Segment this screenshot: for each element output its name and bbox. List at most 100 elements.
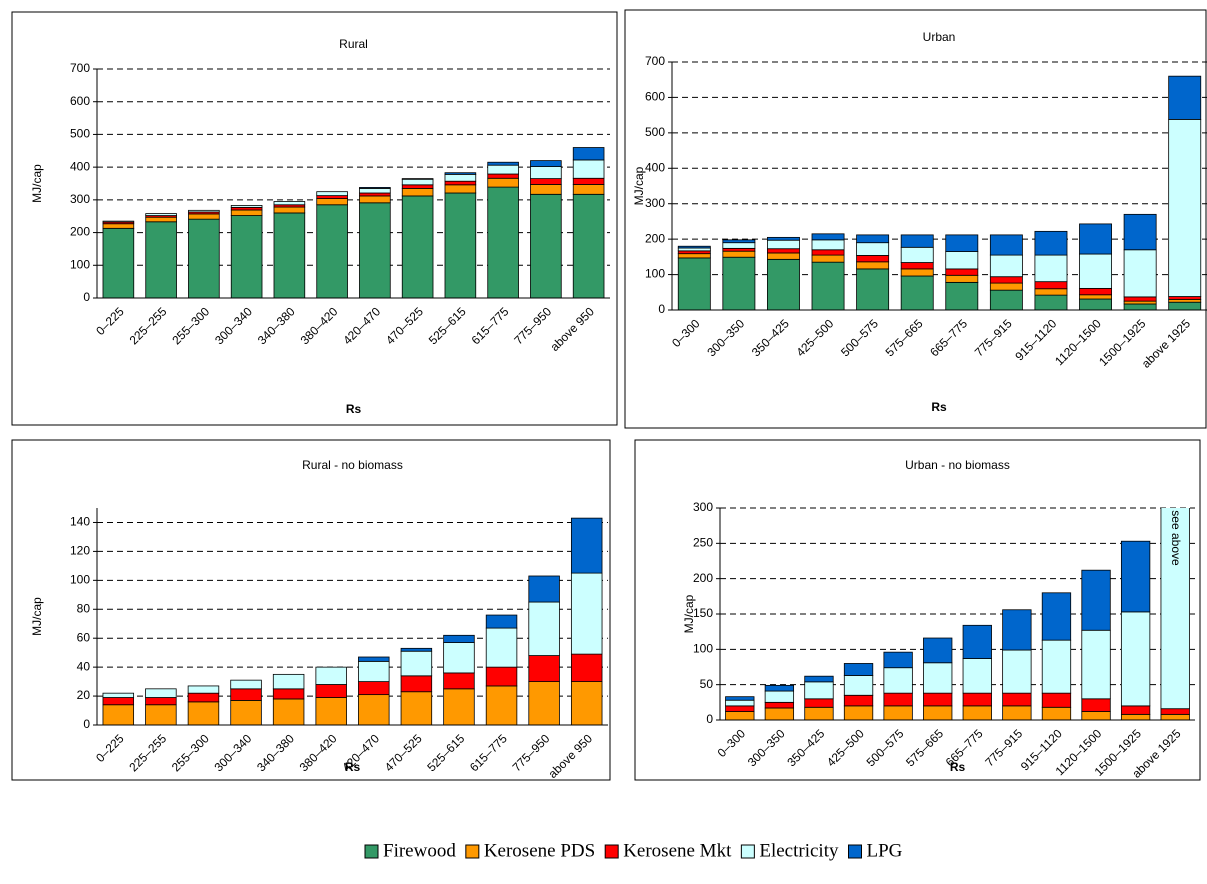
bar-segment: [102, 227, 135, 298]
bar-segment: [315, 684, 347, 698]
panel-border: [634, 439, 1201, 781]
bar-segment: [725, 699, 755, 707]
bar-segment: [485, 614, 518, 629]
bar-segment: [767, 248, 800, 254]
bar-segment: [443, 642, 475, 674]
bars: [677, 75, 1202, 310]
x-tick-label: 350–425: [784, 726, 827, 769]
x-tick-label: 0–300: [715, 726, 749, 760]
bar-segment: [1041, 592, 1072, 641]
y-tick-label: 50: [700, 677, 714, 691]
y-tick-label: 200: [645, 231, 665, 245]
x-axis-title: Rs: [950, 760, 966, 774]
y-tick-label: 300: [693, 500, 713, 514]
bar-segment: [1034, 281, 1068, 290]
bar-segment: [145, 213, 177, 216]
bar-segment: [962, 658, 992, 694]
bar-segment: [1079, 223, 1112, 255]
bar-segment: [272, 673, 305, 690]
bar-segment: [530, 184, 562, 195]
x-tick-label: 0–300: [669, 316, 703, 350]
bar-segment: [900, 268, 934, 277]
legend-swatch: [604, 844, 619, 859]
bar-segment: [230, 205, 263, 208]
bar-segment: [358, 681, 390, 696]
y-tick-label: 400: [645, 160, 665, 174]
bar-segment: [443, 634, 475, 643]
x-tick-label: 525–615: [424, 731, 467, 774]
legend-label: LPG: [867, 840, 903, 861]
bar-segment: [811, 233, 845, 241]
bar-segment: [811, 239, 845, 251]
bar-segment: [856, 255, 890, 263]
bar-segment: [1002, 705, 1032, 720]
bar-segment: [804, 681, 834, 700]
y-tick-label: 500: [645, 125, 665, 139]
x-tick-label: 300–350: [745, 726, 788, 769]
bar-segment: [530, 160, 562, 167]
x-tick-label: 575–665: [903, 726, 946, 769]
bar-segment: [989, 289, 1023, 310]
bar-segment: [187, 685, 220, 694]
x-tick-label: 300–340: [212, 304, 255, 347]
x-tick-label: 915–1120: [1012, 316, 1059, 363]
bar-segment: [572, 193, 605, 298]
x-tick-label: 425–500: [824, 726, 867, 769]
y-tick-label: 700: [645, 54, 665, 68]
y-tick-label: 400: [70, 159, 90, 173]
y-tick-label: 250: [693, 536, 713, 550]
y-axis-title: MJ/cap: [632, 166, 646, 205]
y-tick-label: 40: [77, 659, 91, 673]
bar-segment: [1160, 708, 1190, 715]
y-tick-label: 700: [70, 61, 90, 75]
bar-segment: [767, 252, 800, 260]
bar-segment: [962, 692, 992, 707]
bar-segment: [1168, 296, 1202, 300]
bar-segment: [570, 653, 603, 683]
bar-segment: [923, 705, 953, 720]
bar-segment: [1079, 253, 1112, 289]
annotation: see above: [1169, 510, 1183, 566]
y-tick-label: 0: [83, 717, 90, 731]
bar-segment: [767, 239, 800, 250]
bar-segment: [900, 275, 934, 310]
x-axis-title: Rs: [345, 760, 361, 774]
bar-segment: [400, 691, 433, 725]
bar-segment: [725, 705, 755, 712]
bar-segment: [145, 221, 177, 298]
bar-segment: [359, 195, 391, 204]
bar-segment: [485, 627, 518, 668]
bar-segment: [401, 195, 434, 298]
bar-segment: [528, 575, 560, 603]
bar-segment: [102, 697, 135, 706]
bar-segment: [570, 517, 603, 574]
x-tick-label: 525–615: [426, 304, 469, 347]
bar-segment: [230, 700, 262, 725]
bar-segment: [358, 656, 390, 662]
y-tick-label: 0: [658, 302, 665, 316]
bar-segment: [401, 178, 434, 186]
legend-swatch: [465, 844, 480, 859]
bar-segment: [487, 177, 519, 188]
legend-label: Kerosene PDS: [484, 840, 595, 861]
bar-segment: [883, 667, 913, 694]
bar-segment: [725, 711, 755, 720]
x-tick-label: 0–225: [93, 731, 127, 765]
bar-segment: [764, 701, 795, 709]
bar-segment: [923, 692, 953, 707]
bar-segment: [883, 705, 913, 720]
bar-segment: [900, 234, 934, 248]
bar-segment: [1079, 287, 1112, 296]
bar-segment: [923, 637, 953, 664]
y-tick-label: 100: [645, 267, 665, 281]
bar-segment: [487, 164, 519, 175]
x-tick-label: 300–340: [211, 731, 254, 774]
bar-segment: [230, 688, 262, 701]
chart-panel: Urban 0 100 200 300 400 500 600 700 0–300 300–350 3…: [624, 9, 1207, 429]
chart-panel: Rural 0 100 200 300 400 500 600 700 0–225 225–255 2…: [11, 11, 618, 426]
bar-segment: [359, 192, 391, 197]
bar-segment: [945, 251, 979, 270]
bar-segment: [677, 257, 711, 310]
bar-segment: [443, 688, 475, 725]
